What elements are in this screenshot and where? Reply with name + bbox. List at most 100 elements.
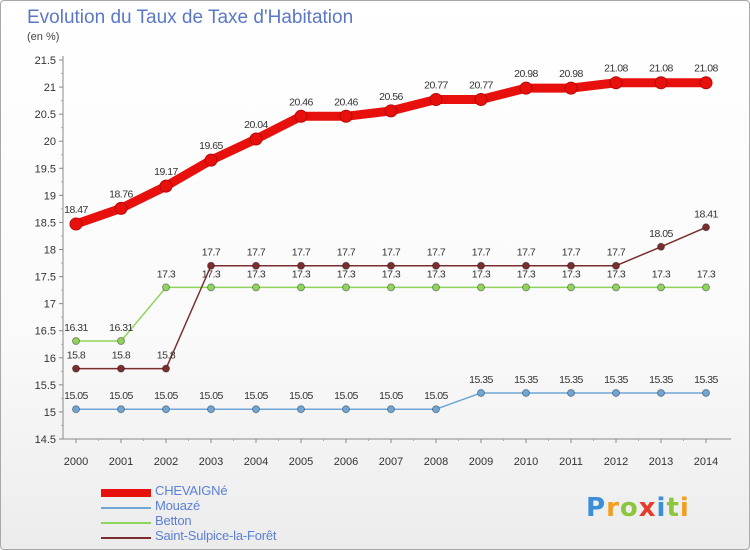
data-label-betton: 17.3 — [562, 268, 581, 280]
data-point-betton — [252, 283, 260, 292]
data-label-saint-sulpice: 18.41 — [694, 208, 718, 220]
y-tick-label: 20.5 — [35, 109, 56, 121]
data-point-mouaze — [387, 405, 395, 414]
data-label-saint-sulpice: 18.05 — [649, 228, 673, 240]
data-label-betton: 17.3 — [652, 268, 671, 280]
x-tick-label: 2001 — [109, 456, 133, 468]
data-label-saint-sulpice: 17.7 — [292, 247, 311, 259]
data-label-betton: 17.3 — [607, 268, 626, 280]
y-tick-label: 17 — [44, 299, 56, 311]
legend-item-chevaigne: CHEVAIGNé — [101, 483, 401, 500]
data-label-betton: 17.3 — [247, 268, 266, 280]
y-tick-label: 14.5 — [35, 434, 56, 446]
data-point-mouaze — [162, 405, 170, 414]
data-point-chevaigne — [294, 109, 308, 123]
data-label-betton: 17.3 — [292, 268, 311, 280]
data-label-saint-sulpice: 15.8 — [112, 350, 131, 362]
data-label-betton: 17.3 — [427, 268, 446, 280]
data-point-betton — [72, 337, 80, 346]
data-point-mouaze — [432, 405, 440, 414]
data-label-mouaze: 15.05 — [154, 390, 178, 402]
data-point-betton — [522, 283, 530, 292]
data-label-mouaze: 15.35 — [604, 374, 628, 386]
data-point-chevaigne — [339, 109, 353, 123]
data-label-saint-sulpice: 17.7 — [607, 247, 626, 259]
data-label-betton: 17.3 — [337, 268, 356, 280]
data-point-mouaze — [702, 388, 710, 397]
data-point-mouaze — [207, 405, 215, 414]
legend-swatch-chevaigne — [101, 489, 151, 497]
data-point-mouaze — [657, 388, 665, 397]
data-label-saint-sulpice: 17.7 — [382, 247, 401, 259]
data-point-saint-sulpice — [207, 261, 215, 270]
x-tick-label: 2008 — [424, 456, 448, 468]
y-tick-label: 16.5 — [35, 326, 56, 338]
data-point-mouaze — [252, 405, 260, 414]
data-label-betton: 16.31 — [64, 322, 88, 334]
data-point-saint-sulpice — [162, 364, 170, 373]
legend-label-chevaigne: CHEVAIGNé — [155, 483, 228, 498]
y-tick-label: 16 — [44, 353, 56, 365]
data-label-chevaigne: 20.77 — [469, 80, 493, 92]
data-point-mouaze — [72, 405, 80, 414]
data-point-chevaigne — [114, 201, 128, 215]
legend-label-betton: Betton — [155, 513, 192, 528]
data-point-saint-sulpice — [387, 261, 395, 270]
data-label-mouaze: 15.05 — [109, 390, 133, 402]
data-label-saint-sulpice: 17.7 — [562, 247, 581, 259]
data-label-chevaigne: 20.46 — [334, 96, 358, 108]
data-label-mouaze: 15.35 — [469, 374, 493, 386]
data-point-betton — [702, 283, 710, 292]
data-label-saint-sulpice: 17.7 — [202, 247, 221, 259]
data-point-saint-sulpice — [522, 261, 530, 270]
data-point-chevaigne — [204, 153, 218, 167]
legend-item-mouaze: Mouazé — [101, 498, 401, 515]
data-label-saint-sulpice: 15.8 — [67, 350, 86, 362]
data-label-saint-sulpice: 17.7 — [337, 247, 356, 259]
data-label-betton: 17.3 — [157, 268, 176, 280]
data-label-chevaigne: 20.98 — [514, 68, 538, 80]
data-point-betton — [432, 283, 440, 292]
data-point-chevaigne — [429, 93, 443, 107]
data-point-mouaze — [522, 388, 530, 397]
x-tick-label: 2004 — [244, 456, 268, 468]
data-point-betton — [342, 283, 350, 292]
data-point-chevaigne — [159, 179, 173, 193]
data-label-mouaze: 15.05 — [64, 390, 88, 402]
data-label-mouaze: 15.35 — [694, 374, 718, 386]
legend: CHEVAIGNé Mouazé Betton Saint-Sulpice-la… — [101, 483, 401, 545]
data-point-chevaigne — [384, 104, 398, 118]
data-point-mouaze — [567, 388, 575, 397]
data-label-saint-sulpice: 17.7 — [472, 247, 491, 259]
y-tick-label: 19 — [44, 190, 56, 202]
data-point-saint-sulpice — [567, 261, 575, 270]
data-point-betton — [117, 337, 125, 346]
data-point-chevaigne — [69, 217, 83, 231]
legend-item-saint-sulpice: Saint-Sulpice-la-Forêt — [101, 528, 401, 545]
data-label-saint-sulpice: 17.7 — [427, 247, 446, 259]
data-point-saint-sulpice — [657, 242, 665, 251]
x-tick-label: 2003 — [199, 456, 223, 468]
data-label-chevaigne: 20.98 — [559, 68, 583, 80]
y-tick-label: 18.5 — [35, 217, 56, 229]
data-point-betton — [207, 283, 215, 292]
x-tick-label: 2012 — [604, 456, 628, 468]
series-line-chevaigne — [71, 78, 711, 229]
data-label-mouaze: 15.05 — [379, 390, 403, 402]
data-label-chevaigne: 20.46 — [289, 96, 313, 108]
legend-item-betton: Betton — [101, 513, 401, 530]
x-tick-label: 2010 — [514, 456, 538, 468]
data-point-saint-sulpice — [297, 261, 305, 270]
data-label-chevaigne: 18.47 — [64, 204, 88, 216]
data-point-mouaze — [342, 405, 350, 414]
data-point-saint-sulpice — [342, 261, 350, 270]
unit-label: (en %) — [27, 31, 60, 43]
legend-label-saint-sulpice: Saint-Sulpice-la-Forêt — [155, 528, 277, 543]
legend-swatch-mouaze — [101, 507, 151, 509]
data-label-chevaigne: 19.65 — [199, 140, 223, 152]
proxiti-logo: Proxiti — [586, 493, 690, 523]
data-label-saint-sulpice: 15.8 — [157, 350, 176, 362]
x-tick-label: 2000 — [64, 456, 88, 468]
data-label-chevaigne: 21.08 — [604, 63, 628, 75]
legend-label-mouaze: Mouazé — [155, 498, 201, 513]
